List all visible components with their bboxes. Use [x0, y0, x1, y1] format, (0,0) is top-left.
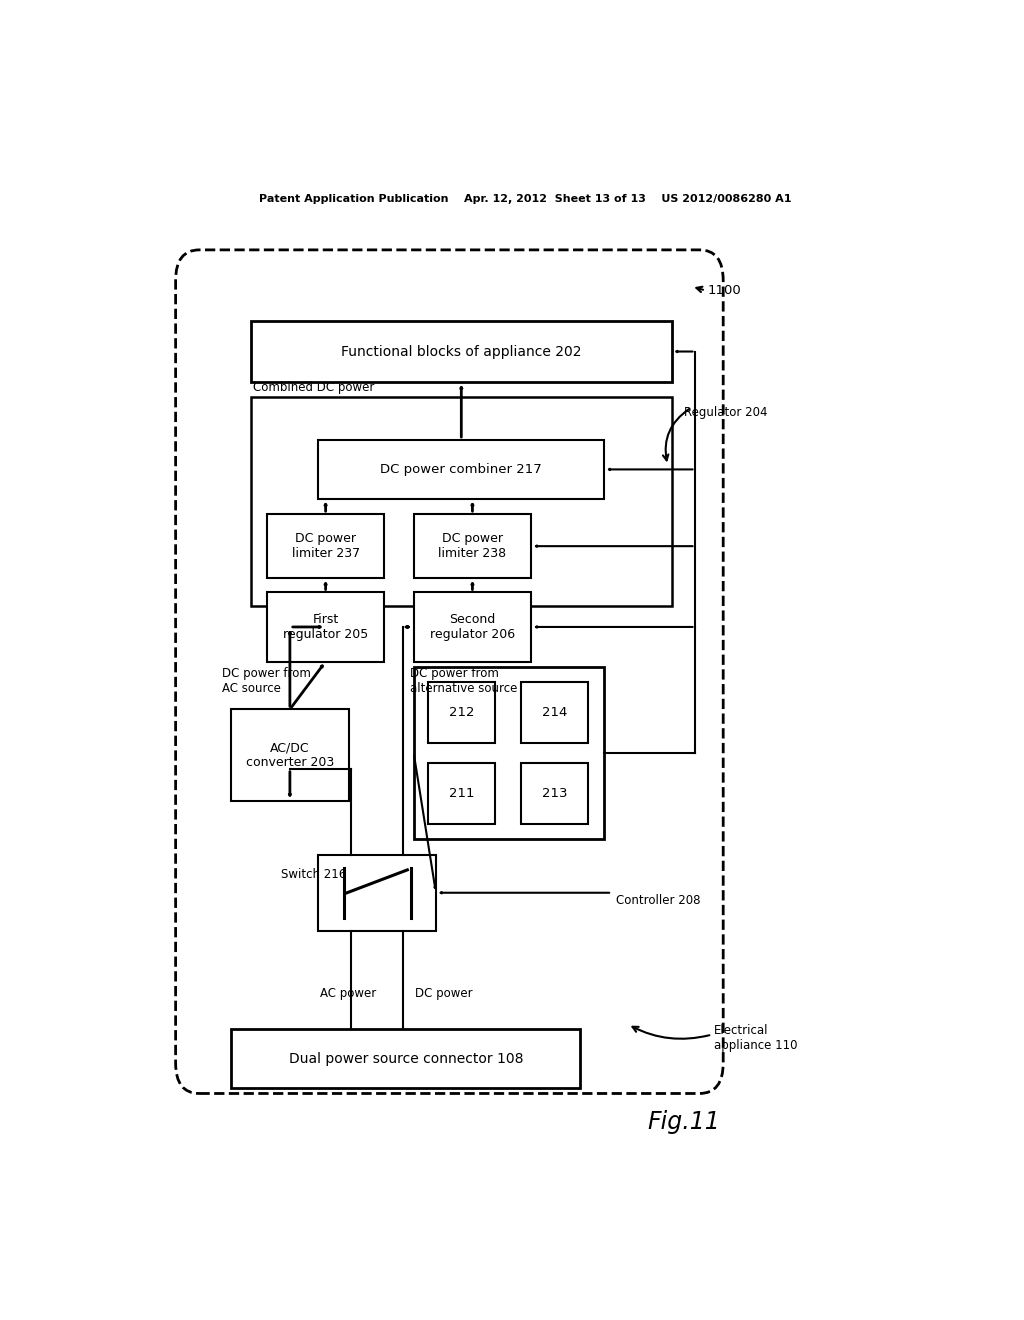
Bar — [267, 515, 384, 578]
Bar — [267, 593, 384, 661]
Text: Functional blocks of appliance 202: Functional blocks of appliance 202 — [341, 345, 582, 359]
Text: DC power from
AC source: DC power from AC source — [221, 667, 310, 694]
Bar — [318, 854, 436, 931]
Bar — [231, 709, 348, 801]
Bar — [521, 682, 588, 743]
Text: Patent Application Publication    Apr. 12, 2012  Sheet 13 of 13    US 2012/00862: Patent Application Publication Apr. 12, … — [258, 194, 792, 205]
Text: Controller 208: Controller 208 — [616, 894, 700, 907]
Text: DC power: DC power — [415, 987, 473, 1001]
Bar — [428, 763, 496, 824]
Text: 211: 211 — [449, 787, 474, 800]
Bar — [251, 397, 672, 606]
Bar — [251, 321, 672, 381]
Bar — [414, 667, 604, 840]
Text: Electrical
appliance 110: Electrical appliance 110 — [714, 1023, 797, 1052]
Text: Fig.11: Fig.11 — [647, 1110, 720, 1134]
Text: Regulator 204: Regulator 204 — [684, 407, 767, 418]
Text: AC/DC
converter 203: AC/DC converter 203 — [246, 741, 334, 770]
Text: 212: 212 — [449, 706, 474, 719]
Bar — [414, 515, 531, 578]
Text: 213: 213 — [542, 787, 567, 800]
Bar — [318, 440, 604, 499]
Bar — [231, 1030, 581, 1089]
Text: Second
regulator 206: Second regulator 206 — [430, 612, 515, 642]
Text: 214: 214 — [542, 706, 567, 719]
Bar — [414, 593, 531, 661]
Text: DC power combiner 217: DC power combiner 217 — [381, 463, 542, 477]
Bar — [521, 763, 588, 824]
Text: DC power from
alternative source: DC power from alternative source — [410, 667, 517, 694]
Text: 1100: 1100 — [708, 284, 741, 297]
Bar — [428, 682, 496, 743]
Text: Dual power source connector 108: Dual power source connector 108 — [289, 1052, 523, 1067]
Text: Switch 216: Switch 216 — [282, 869, 346, 882]
Text: Combined DC power: Combined DC power — [253, 381, 375, 395]
Text: DC power
limiter 237: DC power limiter 237 — [292, 532, 359, 560]
Text: DC power
limiter 238: DC power limiter 238 — [438, 532, 507, 560]
Text: First
regulator 205: First regulator 205 — [283, 612, 369, 642]
Text: AC power: AC power — [321, 987, 377, 1001]
